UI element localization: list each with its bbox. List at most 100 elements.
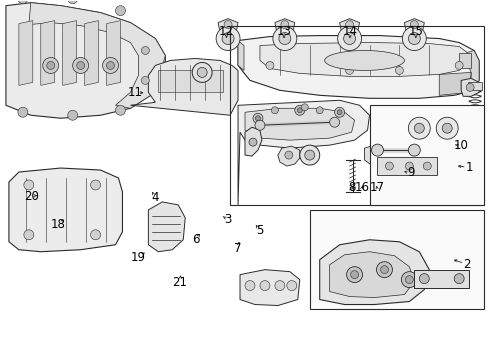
Polygon shape <box>238 100 369 205</box>
Circle shape <box>402 27 426 50</box>
Circle shape <box>255 120 265 130</box>
Text: 11: 11 <box>128 86 143 99</box>
Text: 8: 8 <box>349 181 356 194</box>
Circle shape <box>343 32 356 45</box>
Bar <box>377 157 437 175</box>
Circle shape <box>330 117 340 127</box>
Circle shape <box>116 105 125 115</box>
Circle shape <box>345 67 354 75</box>
Circle shape <box>287 280 297 291</box>
Polygon shape <box>319 240 429 305</box>
Circle shape <box>405 162 414 170</box>
Polygon shape <box>330 252 415 298</box>
Polygon shape <box>148 202 185 252</box>
Polygon shape <box>275 19 295 32</box>
Text: 13: 13 <box>277 25 292 38</box>
Text: 17: 17 <box>369 181 384 194</box>
Polygon shape <box>29 3 165 108</box>
Bar <box>415 270 469 288</box>
Text: 9: 9 <box>407 166 415 179</box>
Polygon shape <box>340 19 360 32</box>
Polygon shape <box>106 21 121 85</box>
Circle shape <box>249 138 257 146</box>
Circle shape <box>76 62 85 69</box>
Circle shape <box>338 27 362 50</box>
Circle shape <box>73 58 89 73</box>
Circle shape <box>301 104 308 111</box>
Circle shape <box>454 274 464 284</box>
Bar <box>158 71 223 92</box>
Circle shape <box>224 21 232 28</box>
Bar <box>459 54 471 68</box>
Circle shape <box>346 267 363 283</box>
Circle shape <box>68 110 77 120</box>
Circle shape <box>260 280 270 291</box>
Bar <box>195 68 209 76</box>
Circle shape <box>216 27 240 50</box>
Bar <box>230 26 484 205</box>
Circle shape <box>197 67 207 77</box>
Circle shape <box>47 62 55 69</box>
Text: 20: 20 <box>24 190 39 203</box>
Circle shape <box>305 150 315 160</box>
Polygon shape <box>404 19 424 32</box>
Circle shape <box>415 123 424 133</box>
Polygon shape <box>468 139 482 151</box>
Circle shape <box>423 162 431 170</box>
Text: 2: 2 <box>464 258 471 271</box>
Circle shape <box>408 117 430 139</box>
Circle shape <box>192 62 212 82</box>
Circle shape <box>281 21 289 28</box>
Polygon shape <box>260 42 467 76</box>
Circle shape <box>345 21 354 28</box>
Circle shape <box>419 274 429 284</box>
Circle shape <box>18 107 28 117</box>
Text: 12: 12 <box>219 25 234 38</box>
Polygon shape <box>245 127 262 156</box>
Bar <box>310 210 484 310</box>
Circle shape <box>116 6 125 15</box>
Circle shape <box>395 67 403 75</box>
Circle shape <box>91 230 100 240</box>
Polygon shape <box>41 21 55 85</box>
Circle shape <box>401 272 417 288</box>
Polygon shape <box>218 19 238 32</box>
Circle shape <box>245 280 255 291</box>
Circle shape <box>405 276 414 284</box>
Circle shape <box>300 145 319 165</box>
Circle shape <box>295 105 305 115</box>
Circle shape <box>18 0 28 4</box>
Polygon shape <box>461 78 479 96</box>
Circle shape <box>275 280 285 291</box>
Polygon shape <box>63 21 76 85</box>
Circle shape <box>350 271 359 279</box>
Circle shape <box>455 62 463 69</box>
Circle shape <box>410 21 418 28</box>
Text: 4: 4 <box>151 192 158 204</box>
Text: 21: 21 <box>172 276 188 289</box>
Text: 15: 15 <box>408 25 423 38</box>
Circle shape <box>24 230 34 240</box>
Bar <box>369 105 484 205</box>
Text: 14: 14 <box>343 25 357 38</box>
Circle shape <box>408 32 420 45</box>
Circle shape <box>24 180 34 190</box>
Polygon shape <box>365 145 387 165</box>
Text: 18: 18 <box>51 218 66 231</box>
Polygon shape <box>240 270 300 306</box>
Circle shape <box>466 84 474 91</box>
Polygon shape <box>19 21 33 85</box>
Circle shape <box>142 76 149 84</box>
Polygon shape <box>6 3 165 118</box>
Circle shape <box>106 62 115 69</box>
Polygon shape <box>278 146 300 166</box>
Circle shape <box>91 180 100 190</box>
Circle shape <box>442 123 452 133</box>
Circle shape <box>142 46 149 54</box>
Circle shape <box>376 262 392 278</box>
Circle shape <box>68 0 77 4</box>
Circle shape <box>408 144 420 156</box>
Circle shape <box>380 266 389 274</box>
Polygon shape <box>439 72 471 95</box>
Text: 3: 3 <box>224 213 232 226</box>
